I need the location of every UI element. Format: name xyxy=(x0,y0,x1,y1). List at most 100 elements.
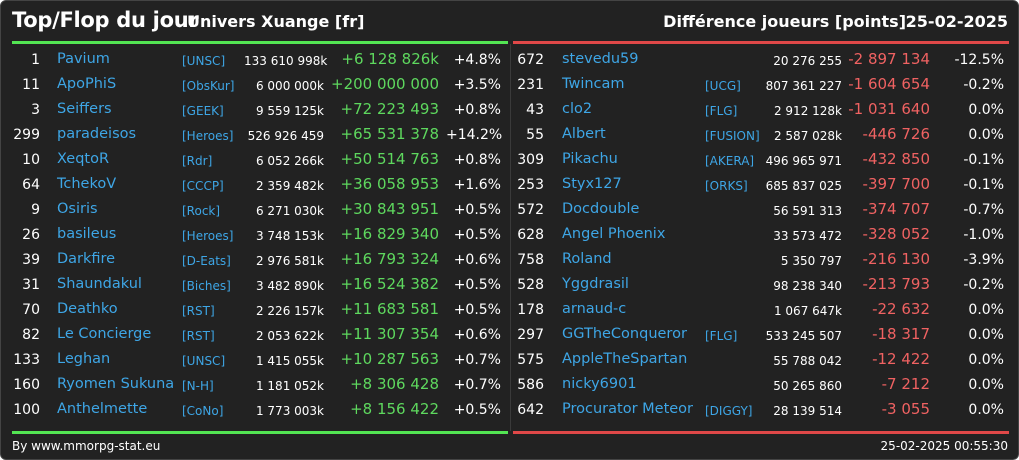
player-rank: 178 xyxy=(517,302,544,318)
player-name-link[interactable]: paradeisos xyxy=(57,126,137,142)
player-name-link[interactable]: Anthelmette xyxy=(57,401,148,417)
percent-change: +1.6% xyxy=(453,177,501,193)
player-name-link[interactable]: Yggdrasil xyxy=(562,276,629,292)
player-name-link[interactable]: Styx127 xyxy=(562,176,622,192)
player-name-link[interactable]: Angel Phoenix xyxy=(562,226,666,242)
player-points: 807 361 227 xyxy=(765,79,842,93)
alliance-tag-link[interactable]: [D-Eats] xyxy=(182,254,231,268)
alliance-tag-link[interactable]: [RST] xyxy=(182,329,215,343)
alliance-tag-link[interactable]: [UCG] xyxy=(705,79,741,93)
player-name-link[interactable]: Deathko xyxy=(57,301,118,317)
alliance-tag-link[interactable]: [AKERA] xyxy=(705,154,755,168)
player-rank: 70 xyxy=(22,302,40,318)
player-name-link[interactable]: Leghan xyxy=(57,351,111,367)
points-difference: +8 306 428 xyxy=(350,375,439,393)
player-name-link[interactable]: Procurator Meteor xyxy=(562,401,694,417)
column-divider xyxy=(510,44,511,431)
points-difference: +16 793 324 xyxy=(340,250,439,268)
player-name-link[interactable]: clo2 xyxy=(562,101,593,117)
alliance-tag-link[interactable]: [CoNo] xyxy=(182,404,224,418)
top-gainers-list: 1 Pavium [UNSC] 133 610 998k +6 128 826k +4.8… xyxy=(12,48,508,423)
player-points: 2 359 482k xyxy=(255,179,324,193)
top-divider-red xyxy=(513,41,1009,44)
player-rank: 82 xyxy=(22,327,40,343)
loser-row: 253 Styx127 [ORKS] 685 837 025 -397 700 -0.1% xyxy=(513,173,1009,198)
alliance-tag-link[interactable]: [N-H] xyxy=(182,379,214,393)
alliance-tag-link[interactable]: [FUSION] xyxy=(705,129,760,143)
player-name-link[interactable]: XeqtoR xyxy=(57,151,110,167)
player-name-link[interactable]: AppleTheSpartan xyxy=(562,351,688,367)
alliance-tag-link[interactable]: [FLG] xyxy=(705,104,738,118)
player-rank: 642 xyxy=(517,402,544,418)
points-difference: -18 317 xyxy=(872,325,930,343)
alliance-tag-link[interactable]: [Rdr] xyxy=(182,154,213,168)
player-name-link[interactable]: Ryomen Sukuna xyxy=(57,376,175,392)
points-difference: +11 683 581 xyxy=(340,300,439,318)
gainer-row: 39 Darkfire [D-Eats] 2 976 581k +16 793 324 +… xyxy=(12,248,508,273)
player-name-link[interactable]: Osiris xyxy=(57,201,98,217)
alliance-tag-link[interactable]: [UNSC] xyxy=(182,354,226,368)
player-name-link[interactable]: TchekoV xyxy=(57,176,117,192)
alliance-tag-link[interactable]: [Rock] xyxy=(182,204,221,218)
player-name-link[interactable]: Shaundakul xyxy=(57,276,142,292)
player-points: 5 350 797 xyxy=(780,254,842,268)
player-rank: 628 xyxy=(517,227,544,243)
player-name-link[interactable]: Seiffers xyxy=(57,101,112,117)
points-difference: +16 829 340 xyxy=(340,225,439,243)
player-rank: 26 xyxy=(22,227,40,243)
player-rank: 133 xyxy=(13,352,40,368)
top-losers-list: 672 stevedu59 20 276 255 -2 897 134 -12.5% 23… xyxy=(513,48,1009,423)
points-difference: +8 156 422 xyxy=(350,400,439,418)
player-name-link[interactable]: arnaud-c xyxy=(562,301,627,317)
loser-row: 178 arnaud-c 1 067 647k -22 632 0.0% xyxy=(513,298,1009,323)
alliance-tag-link[interactable]: [CCCP] xyxy=(182,179,224,193)
player-name-link[interactable]: Roland xyxy=(562,251,612,267)
percent-change: -0.1% xyxy=(963,152,1004,168)
points-difference: -7 212 xyxy=(881,375,930,393)
points-difference: +50 514 763 xyxy=(340,150,439,168)
player-rank: 43 xyxy=(526,102,544,118)
player-rank: 1 xyxy=(31,52,40,68)
player-name-link[interactable]: basileus xyxy=(57,226,117,242)
points-difference: +200 000 000 xyxy=(331,75,439,93)
player-points: 33 573 472 xyxy=(773,229,842,243)
alliance-tag-link[interactable]: [UNSC] xyxy=(182,54,226,68)
gainer-row: 160 Ryomen Sukuna [N-H] 1 181 052k +8 306 42… xyxy=(12,373,508,398)
player-name-link[interactable]: Pavium xyxy=(57,51,110,67)
loser-row: 231 Twincam [UCG] 807 361 227 -1 604 654 -0.2… xyxy=(513,73,1009,98)
points-difference: -432 850 xyxy=(862,150,930,168)
alliance-tag-link[interactable]: [RST] xyxy=(182,304,215,318)
player-points: 496 965 971 xyxy=(765,154,842,168)
player-rank: 3 xyxy=(31,102,40,118)
player-name-link[interactable]: Docdouble xyxy=(562,201,640,217)
player-name-link[interactable]: Le Concierge xyxy=(57,326,152,342)
points-difference: +30 843 951 xyxy=(340,200,439,218)
alliance-tag-link[interactable]: [Heroes] xyxy=(182,129,234,143)
player-name-link[interactable]: Twincam xyxy=(562,76,625,92)
player-name-link[interactable]: ApoPhiS xyxy=(57,76,117,92)
player-name-link[interactable]: Darkfire xyxy=(57,251,116,267)
points-difference: -213 793 xyxy=(862,275,930,293)
footer-credit: By www.mmorpg-stat.eu xyxy=(12,439,161,453)
alliance-tag-link[interactable]: [GEEK] xyxy=(182,104,224,118)
alliance-tag-link[interactable]: [FLG] xyxy=(705,329,738,343)
universe-label: Univers Xuange [fr] xyxy=(187,12,365,31)
player-name-link[interactable]: Albert xyxy=(562,126,606,142)
points-difference: +6 128 826k xyxy=(341,50,439,68)
player-name-link[interactable]: Pikachu xyxy=(562,151,618,167)
player-name-link[interactable]: GGTheConqueror xyxy=(562,326,687,342)
alliance-tag-link[interactable]: [ObsKur] xyxy=(182,79,235,93)
player-points: 9 559 125k xyxy=(255,104,324,118)
player-name-link[interactable]: stevedu59 xyxy=(562,51,639,67)
alliance-tag-link[interactable]: [Heroes] xyxy=(182,229,234,243)
points-difference: +11 307 354 xyxy=(340,325,439,343)
alliance-tag-link[interactable]: [ORKS] xyxy=(705,179,748,193)
player-points: 2 976 581k xyxy=(255,254,324,268)
gainer-row: 10 XeqtoR [Rdr] 6 052 266k +50 514 763 +0.8% xyxy=(12,148,508,173)
alliance-tag-link[interactable]: [DIGGY] xyxy=(705,404,753,418)
loser-row: 297 GGTheConqueror [FLG] 533 245 507 -18 317… xyxy=(513,323,1009,348)
player-name-link[interactable]: nicky6901 xyxy=(562,376,637,392)
alliance-tag-link[interactable]: [Biches] xyxy=(182,279,231,293)
player-points: 3 482 890k xyxy=(255,279,324,293)
